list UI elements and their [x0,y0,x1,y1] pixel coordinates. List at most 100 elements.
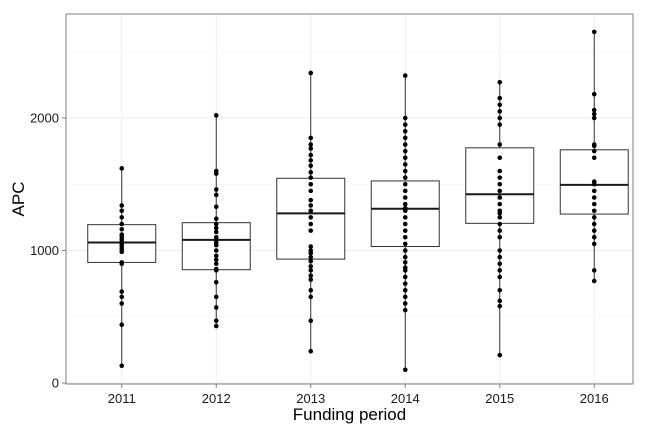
data-point [402,195,408,200]
data-point [402,201,408,207]
data-point [213,253,219,259]
data-point [308,170,314,175]
data-point [497,274,503,280]
data-point [213,318,219,324]
data-point [119,166,125,171]
data-point [497,208,503,214]
data-point [497,95,503,101]
data-point [308,175,314,180]
data-point [591,179,597,184]
data-point [402,307,408,313]
data-point [213,113,219,118]
data-point [308,70,314,76]
y-axis-title: APC [9,182,28,217]
data-point [402,205,408,211]
data-point [213,204,219,210]
data-point [402,168,408,174]
data-point [402,221,408,227]
data-point [402,135,408,141]
data-point [591,268,597,273]
data-point [402,274,408,280]
data-point [591,111,597,117]
data-point [308,268,314,273]
data-point [497,115,503,121]
data-point [497,352,503,358]
x-tick-label: 2014 [391,391,420,406]
data-point [591,29,597,35]
data-point [119,208,125,214]
data-point [308,197,314,203]
data-point [308,277,314,282]
data-point [213,323,219,329]
data-point [213,234,219,240]
data-point [497,168,503,174]
data-point [308,248,314,253]
data-point [497,228,503,233]
x-tick-label: 2013 [296,391,325,406]
data-point [497,221,503,227]
data-point [119,227,125,232]
data-point [213,266,219,272]
data-point [213,216,219,221]
data-point [591,142,597,147]
data-point [119,363,125,369]
y-tick-label: 0 [52,376,59,391]
data-point [497,268,503,273]
data-point [308,221,314,227]
data-point [213,229,219,235]
data-point [119,301,125,306]
data-point [308,181,314,187]
data-point [119,289,125,294]
data-point [308,146,314,151]
data-point [591,195,597,200]
plot-panel-border [65,13,634,385]
data-point [213,168,219,174]
data-point [402,281,408,286]
data-point [308,273,314,278]
data-point [213,225,219,231]
data-point [497,303,503,309]
data-point [402,228,408,233]
data-point [402,241,408,247]
data-point [308,254,314,260]
data-point [213,248,219,253]
data-point [591,188,597,194]
y-tick-label: 2000 [30,111,59,126]
data-point [402,128,408,134]
data-point [497,142,503,147]
data-point [591,221,597,227]
data-point [402,294,408,300]
data-points [119,29,597,373]
data-point [402,265,408,271]
data-point [402,122,408,127]
data-point [119,203,125,208]
data-point [402,367,408,373]
data-point [402,188,408,194]
data-point [591,107,597,113]
data-point [497,215,503,220]
data-point [119,215,125,220]
x-tick-label: 2016 [580,391,609,406]
data-point [497,287,503,293]
data-point [402,260,408,265]
data-point [213,294,219,300]
data-point [402,155,408,161]
axes: 0 1000 2000 2011 2012 2013 2014 2015 2016 [30,111,609,407]
data-point [308,203,314,208]
data-point [497,234,503,240]
data-point [213,261,219,267]
data-point [497,122,503,127]
data-point [213,280,219,285]
x-axis-title: Funding period [293,405,406,424]
data-point [497,261,503,267]
data-point [119,232,125,237]
data-point [591,155,597,161]
data-point [308,215,314,220]
data-point [497,102,503,108]
data-point [402,115,408,121]
data-point [119,260,125,265]
data-point [213,187,219,192]
data-point [402,181,408,187]
plot-panel-background [66,14,633,384]
